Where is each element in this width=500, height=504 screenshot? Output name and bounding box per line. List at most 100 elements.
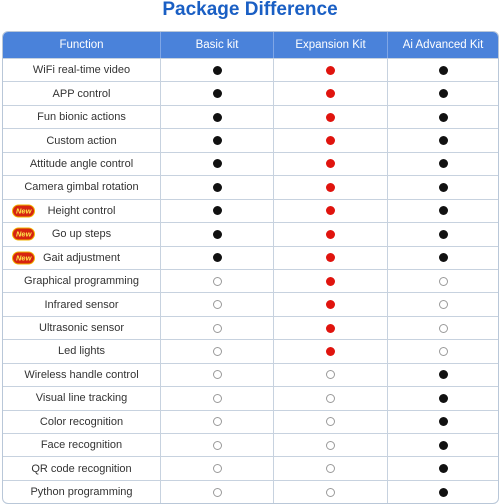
red-dot-icon	[326, 346, 335, 356]
new-badge: New	[12, 227, 36, 241]
header-function: Function	[3, 32, 161, 58]
table-row: Led lights	[3, 339, 498, 363]
black-dot-icon	[438, 182, 448, 192]
table-row: QR code recognition	[3, 456, 498, 480]
advanced-kit-cell	[388, 82, 498, 104]
expansion-kit-cell	[274, 410, 388, 433]
table-row: Ultrasonic sensor	[3, 315, 498, 340]
function-cell: Graphical programming	[3, 269, 161, 293]
function-label: QR code recognition	[31, 462, 132, 475]
function-cell: Wireless handle control	[3, 363, 161, 387]
table-row: Attitude angle control	[3, 151, 498, 176]
black-dot-icon	[438, 159, 448, 169]
basic-kit-cell	[161, 457, 274, 480]
black-dot-icon	[212, 182, 222, 192]
black-dot-icon	[438, 253, 448, 263]
header-basic-kit: Basic kit	[161, 32, 274, 58]
expansion-kit-cell	[274, 105, 388, 129]
function-label: Visual line tracking	[35, 392, 128, 405]
basic-kit-cell	[161, 152, 274, 176]
table-row: Python programming	[3, 479, 498, 504]
basic-kit-cell	[161, 199, 274, 223]
basic-kit-cell	[161, 410, 274, 433]
basic-kit-cell	[161, 434, 274, 457]
function-label: Graphical programming	[24, 275, 139, 288]
function-cell: Visual line tracking	[3, 387, 161, 410]
table-row: Custom action	[3, 128, 498, 152]
empty-circle-icon	[212, 300, 222, 310]
empty-circle-icon	[438, 300, 448, 310]
basic-kit-cell	[161, 82, 274, 105]
basic-kit-cell	[161, 387, 274, 410]
basic-kit-cell	[161, 316, 274, 340]
function-label: Height control	[47, 204, 116, 217]
new-badge: New	[12, 251, 36, 265]
advanced-kit-cell	[388, 247, 498, 269]
function-cell: New Gait adjustment	[3, 246, 161, 269]
advanced-kit-cell	[388, 364, 498, 386]
table-header: Function Basic kit Expansion Kit Ai Adva…	[3, 32, 498, 58]
advanced-kit-cell	[388, 59, 498, 81]
empty-circle-icon	[212, 346, 222, 356]
red-dot-icon	[326, 253, 335, 263]
advanced-kit-cell	[388, 106, 498, 128]
advanced-kit-cell	[388, 223, 498, 245]
black-dot-icon	[438, 370, 448, 380]
function-cell: Attitude angle control	[3, 152, 161, 176]
red-dot-icon	[326, 182, 335, 192]
black-dot-icon	[438, 417, 448, 427]
table-row: Wireless handle control	[3, 362, 498, 387]
empty-circle-icon	[212, 370, 222, 380]
empty-circle-icon	[326, 487, 335, 497]
black-dot-icon	[438, 136, 448, 146]
table-row: Face recognition	[3, 433, 498, 457]
basic-kit-cell	[161, 105, 274, 129]
red-dot-icon	[326, 159, 335, 169]
function-label: Face recognition	[40, 439, 123, 452]
expansion-kit-cell	[274, 223, 388, 246]
advanced-kit-cell	[388, 481, 498, 503]
function-label: Custom action	[46, 134, 117, 147]
black-dot-icon	[212, 65, 222, 75]
empty-circle-icon	[326, 370, 335, 380]
basic-kit-cell	[161, 480, 274, 504]
black-dot-icon	[438, 206, 448, 216]
expansion-kit-cell	[274, 457, 388, 480]
expansion-kit-cell	[274, 293, 388, 316]
empty-circle-icon	[326, 393, 335, 403]
function-label: WiFi real-time video	[32, 64, 131, 77]
red-dot-icon	[326, 206, 335, 216]
function-label: Led lights	[57, 345, 106, 358]
function-cell: New Height control	[3, 199, 161, 223]
expansion-kit-cell	[274, 199, 388, 223]
advanced-kit-cell	[388, 200, 498, 222]
function-label: APP control	[52, 87, 111, 100]
red-dot-icon	[326, 300, 335, 310]
function-label: Attitude angle control	[29, 157, 134, 170]
basic-kit-cell	[161, 246, 274, 269]
new-badge: New	[12, 204, 36, 218]
black-dot-icon	[438, 65, 448, 75]
black-dot-icon	[438, 89, 448, 99]
empty-circle-icon	[212, 276, 222, 286]
expansion-kit-cell	[274, 246, 388, 269]
advanced-kit-cell	[388, 411, 498, 433]
expansion-kit-cell	[274, 82, 388, 105]
basic-kit-cell	[161, 363, 274, 387]
function-cell: Face recognition	[3, 434, 161, 457]
empty-circle-icon	[212, 393, 222, 403]
function-cell: Python programming	[3, 480, 161, 504]
function-label: Camera gimbal rotation	[24, 181, 139, 194]
empty-circle-icon	[438, 276, 448, 286]
expansion-kit-cell	[274, 129, 388, 152]
black-dot-icon	[212, 206, 222, 216]
basic-kit-cell	[161, 59, 274, 82]
function-label: Python programming	[30, 486, 133, 499]
table-row: New Height control	[3, 198, 498, 223]
function-cell: WiFi real-time video	[3, 59, 161, 82]
black-dot-icon	[212, 112, 222, 122]
black-dot-icon	[212, 89, 222, 99]
function-cell: Color recognition	[3, 410, 161, 433]
advanced-kit-cell	[388, 153, 498, 175]
empty-circle-icon	[438, 323, 448, 333]
